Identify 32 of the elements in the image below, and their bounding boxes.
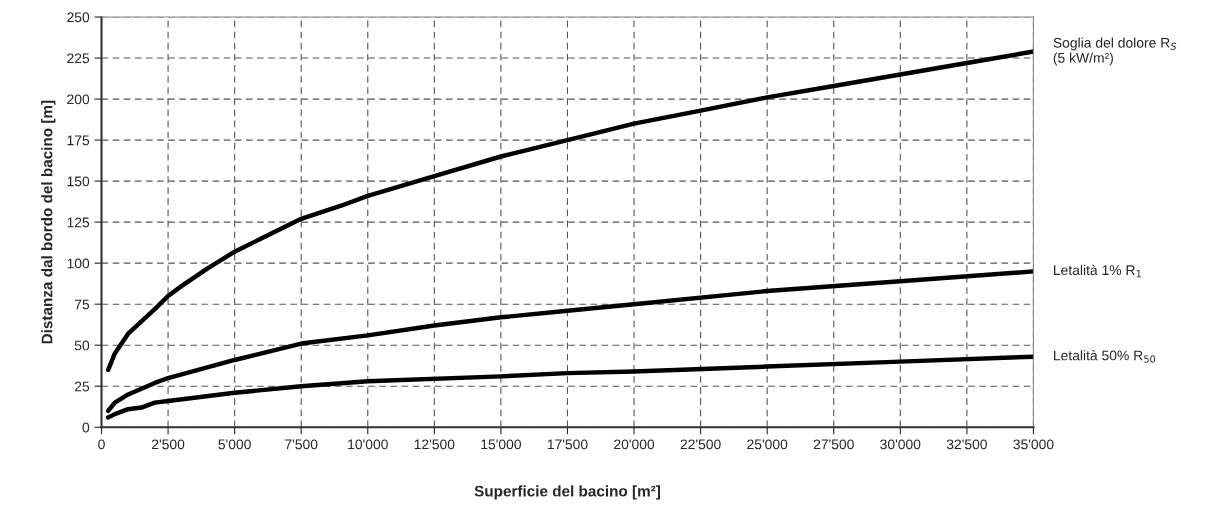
x-tick-label: 10'000: [348, 439, 388, 450]
x-tick-label: 30'000: [880, 439, 921, 450]
series-label: Letalità 50% R$_{50}$: [1054, 350, 1156, 363]
y-tick-label: 175: [67, 135, 90, 146]
x-tick-label: 25'000: [747, 439, 788, 450]
x-tick-label: 5'000: [218, 439, 251, 450]
x-tick-label: 22'500: [680, 439, 721, 450]
x-tick-label: 15'000: [481, 439, 521, 450]
y-tick-label: 100: [67, 258, 90, 269]
y-tick-label: 200: [67, 94, 90, 105]
y-tick-label: 125: [67, 217, 90, 228]
y-tick-label: 225: [67, 53, 90, 64]
x-tick-label: 2'500: [152, 439, 185, 450]
x-tick-label: 0: [98, 439, 105, 450]
y-tick-label: 0: [82, 422, 90, 433]
x-tick-label: 7'500: [285, 439, 318, 450]
y-tick-label: 250: [67, 12, 90, 23]
x-tick-label: 12'500: [414, 439, 455, 450]
x-tick-label: 20'000: [614, 439, 655, 450]
x-axis-title: Superficie del bacino [m²]: [474, 485, 660, 500]
y-tick-label: 150: [67, 176, 90, 187]
x-tick-label: 32'500: [946, 439, 987, 450]
y-tick-label: 50: [74, 340, 90, 351]
y-axis-title: Distanza dal bordo del bacino [m]: [41, 100, 56, 344]
x-tick-label: 27'500: [813, 439, 854, 450]
x-tick-label: 17'500: [547, 439, 588, 450]
y-tick-label: 25: [74, 381, 90, 392]
y-tick-label: 75: [74, 299, 90, 310]
line-series: [105, 49, 1034, 373]
series-label: Letalità 1% R$_{1}$: [1054, 264, 1141, 278]
x-tick-label: 35'000: [1013, 439, 1054, 450]
text: Soglia del dolore R$_{S}$ (5 kW/m²): [1053, 37, 1177, 66]
